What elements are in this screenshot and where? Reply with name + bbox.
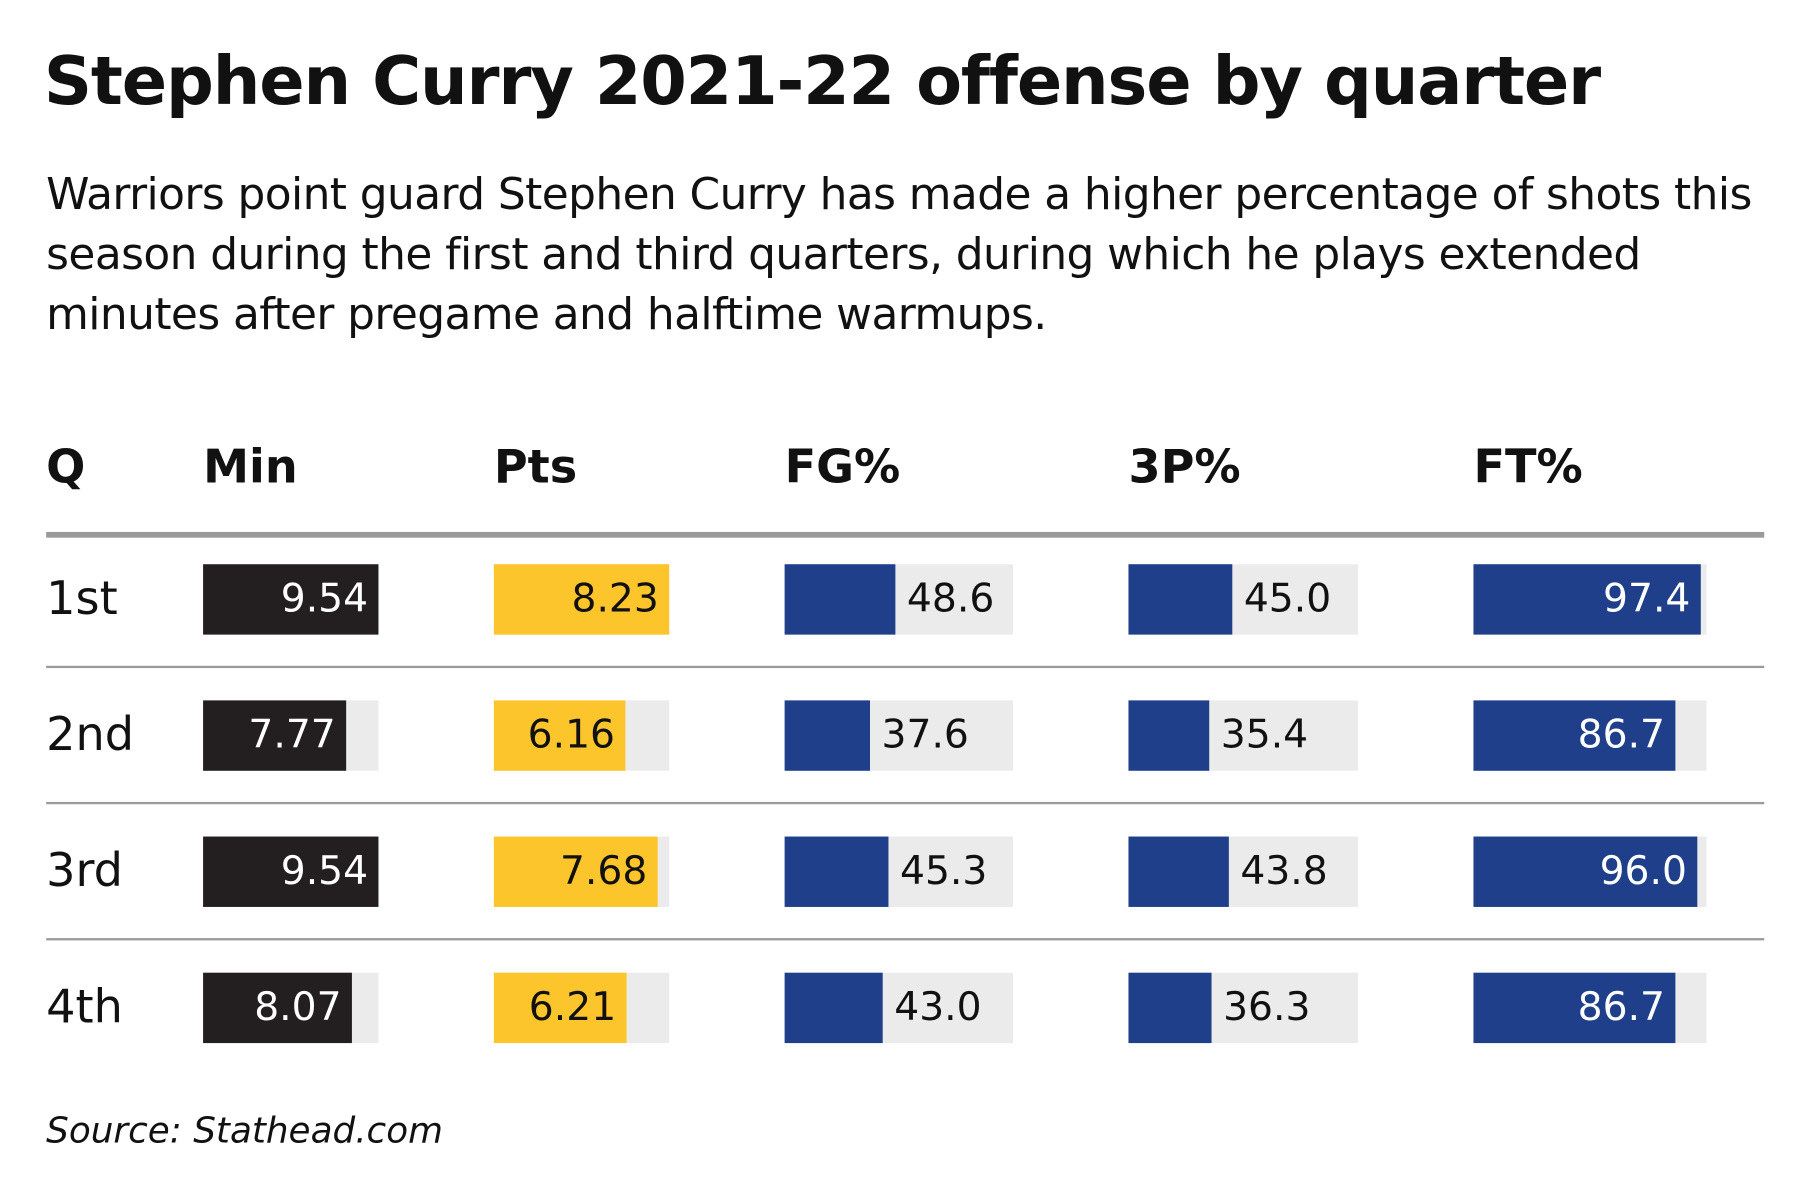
bar [784, 972, 883, 1044]
bar-track: 45.0 [1128, 564, 1359, 635]
row-divider [46, 665, 1765, 669]
bar-track: 45.3 [784, 836, 1014, 907]
bar-track: 86.7 [1473, 700, 1707, 771]
data-label: 7.77 [248, 711, 336, 759]
header-pts: Pts [493, 440, 578, 494]
data-label: 45.3 [900, 848, 988, 895]
header-fg: FG% [784, 440, 901, 494]
data-label: 43.0 [894, 984, 982, 1031]
bar-track: 8.07 [203, 972, 379, 1044]
data-label: 86.7 [1577, 711, 1666, 759]
data-label: 36.3 [1223, 984, 1311, 1031]
bar-track: 97.4 [1473, 564, 1707, 635]
chart-subtitle: Warriors point guard Stephen Curry has m… [46, 168, 1752, 340]
chart-title: Stephen Curry 2021-22 offense by quarter [43, 41, 1601, 121]
row-label: 2nd [46, 708, 135, 762]
header-3p: 3P% [1128, 440, 1241, 494]
bar [784, 700, 871, 771]
bar [493, 564, 670, 635]
bar-track: 6.16 [493, 700, 670, 771]
bar-track: 48.6 [784, 564, 1014, 635]
bar-track: 9.54 [203, 836, 379, 907]
bar [1473, 836, 1698, 907]
data-label: 97.4 [1603, 575, 1691, 622]
bar-track: 7.68 [493, 836, 670, 907]
bar [784, 836, 889, 907]
bar [493, 836, 658, 907]
bar-track: 8.23 [493, 564, 670, 635]
row-label: 1st [46, 572, 118, 626]
bar [1128, 564, 1233, 635]
data-label: 8.07 [254, 984, 342, 1031]
bar-track: 6.21 [493, 972, 670, 1044]
bar [784, 564, 896, 635]
bar-track: 35.4 [1128, 700, 1359, 771]
row-divider [46, 801, 1765, 805]
bar [203, 972, 352, 1044]
bar [1473, 700, 1676, 771]
header-min: Min [203, 440, 298, 494]
data-label: 48.6 [906, 575, 995, 622]
data-label: 96.0 [1599, 848, 1687, 895]
bar [203, 836, 379, 907]
row-label: 4th [46, 980, 123, 1034]
data-label: 9.54 [280, 848, 369, 895]
bar-track: 7.77 [203, 700, 379, 771]
bar [1128, 836, 1229, 907]
bar [1128, 700, 1210, 771]
bar [203, 700, 347, 771]
data-label: 43.8 [1240, 848, 1328, 895]
bar-track: 9.54 [203, 564, 379, 635]
bar [1473, 564, 1701, 635]
bar-track: 86.7 [1473, 972, 1707, 1044]
data-label: 8.23 [571, 575, 659, 622]
bar-track: 43.8 [1128, 836, 1359, 907]
bar-track: 43.0 [784, 972, 1014, 1044]
data-label: 6.16 [527, 711, 616, 759]
bar-track: 36.3 [1128, 972, 1359, 1044]
data-label: 9.54 [280, 575, 369, 622]
bar [493, 972, 627, 1044]
data-label: 7.68 [559, 848, 648, 895]
data-label: 6.21 [528, 984, 617, 1031]
data-label: 35.4 [1220, 711, 1309, 759]
bar-track: 37.6 [784, 700, 1014, 771]
bar-track: 96.0 [1473, 836, 1707, 907]
data-label: 86.7 [1577, 984, 1666, 1031]
data-label: 45.0 [1243, 575, 1332, 622]
row-divider [46, 938, 1765, 941]
bar [493, 700, 626, 771]
header-ft: FT% [1473, 440, 1583, 494]
bar [203, 564, 379, 635]
row-label: 3rd [46, 844, 123, 898]
bar [1128, 972, 1212, 1044]
header-q: Q [46, 440, 86, 494]
bar [1473, 972, 1676, 1044]
data-label: 37.6 [881, 711, 969, 759]
source-note: Source: Stathead.com [46, 1110, 443, 1152]
header-divider [46, 531, 1765, 538]
